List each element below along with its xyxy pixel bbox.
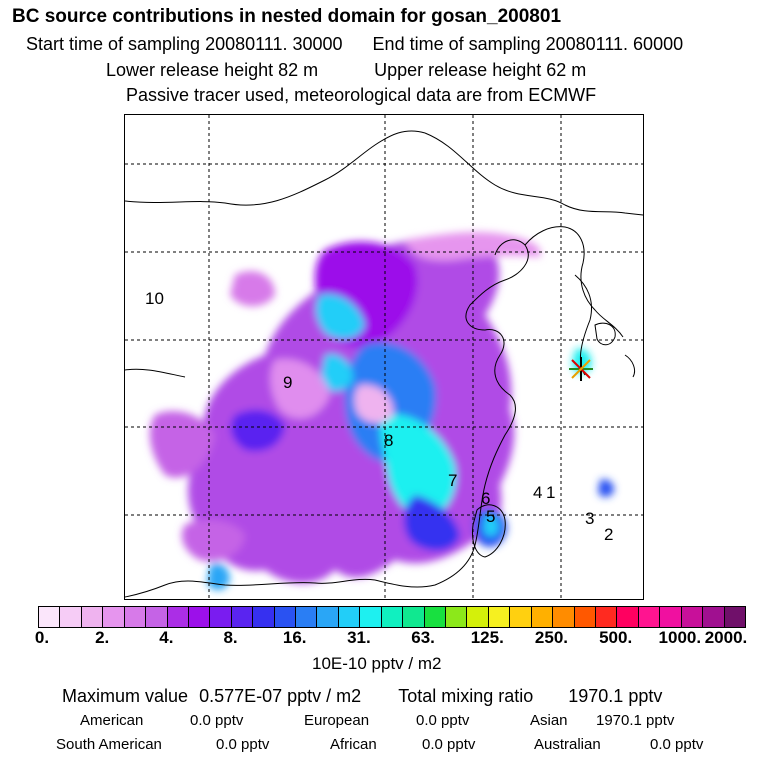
south-american-value: 0.0 pptv — [216, 736, 270, 753]
coastlines — [125, 130, 643, 598]
color-scale-tick-label: 1000. — [658, 628, 702, 647]
color-scale-tick-label: 500. — [599, 628, 633, 647]
plot-title: BC source contributions in nested domain… — [12, 6, 562, 27]
asian-value: 1970.1 pptv — [596, 712, 675, 729]
color-scale-cell — [681, 607, 704, 627]
sampling-time-line: Start time of sampling 20080111. 30000 En… — [26, 34, 683, 55]
region-label-6: 6 — [481, 489, 491, 508]
color-scale-cell — [488, 607, 511, 627]
color-scale-cell — [210, 607, 232, 627]
color-scale-cell — [510, 607, 532, 627]
color-scale-tick-label: 4. — [159, 628, 174, 647]
upper-release-height: Upper release height 62 m — [374, 60, 587, 80]
color-scale-tick-label: 63. — [411, 628, 435, 647]
african-label: African — [330, 736, 377, 753]
color-scale-cell — [617, 607, 639, 627]
color-scale-cell — [188, 607, 211, 627]
color-scale-ticks: 0. 2. 4. 8. 16. 31. 63. 125. 250. 500. 1000. 2000. — [0, 628, 768, 650]
max-value-label: Maximum value — [62, 686, 189, 706]
color-scale-tick-label: 2000. — [704, 628, 748, 647]
region-label-2: 2 — [604, 525, 614, 544]
tracer-note: Passive tracer used, meteorological data… — [126, 85, 597, 105]
color-scale-cell — [595, 607, 618, 627]
color-scale-tick-label: 8. — [223, 628, 238, 647]
color-scale-cell — [446, 607, 468, 627]
color-scale-cell — [360, 607, 382, 627]
color-scale-cell — [638, 607, 661, 627]
asian-label: Asian — [530, 712, 568, 729]
australian-label: Australian — [534, 736, 601, 753]
color-scale-tick-label: 0. — [34, 628, 50, 647]
color-scale-cell — [103, 607, 125, 627]
end-time: End time of sampling 20080111. 60000 — [372, 34, 684, 54]
color-scale-cell — [81, 607, 104, 627]
region-label-1: 1 — [546, 483, 556, 502]
region-label-10: 10 — [145, 289, 164, 308]
total-mixing-label: Total mixing ratio — [398, 686, 534, 706]
color-scale-cell — [531, 607, 554, 627]
receptor-star-icon — [569, 357, 593, 381]
color-scale-bar — [38, 606, 746, 628]
color-scale-cell — [574, 607, 596, 627]
color-scale-tick-label: 250. — [534, 628, 568, 647]
color-scale-cell — [167, 607, 189, 627]
concentration-field — [149, 232, 615, 591]
region-label-8: 8 — [384, 431, 394, 450]
lat-lon-grid — [125, 115, 643, 599]
region-label-7: 7 — [448, 471, 458, 490]
american-label: American — [80, 712, 144, 729]
region-label-5: 5 — [486, 507, 496, 526]
lower-release-height: Lower release height 82 m — [106, 60, 319, 80]
color-scale-cell — [296, 607, 318, 627]
color-scale-cell — [231, 607, 254, 627]
release-height-line: Lower release height 82 m Upper release h… — [106, 60, 586, 81]
map-canvas — [125, 115, 643, 599]
max-value: 0.577E-07 pptv / m2 — [199, 686, 362, 706]
color-scale-cell — [467, 607, 489, 627]
color-scale-cell — [146, 607, 168, 627]
color-scale-cell — [253, 607, 275, 627]
color-scale-cell — [274, 607, 297, 627]
south-american-label: South American — [56, 736, 162, 753]
color-scale-cell — [39, 607, 61, 627]
color-scale-cell — [124, 607, 147, 627]
region-label-3: 3 — [585, 509, 595, 528]
color-scale-cell — [60, 607, 82, 627]
region-label-9: 9 — [283, 373, 293, 392]
summary-line: Maximum value 0.577E-07 pptv / m2 Total … — [62, 686, 662, 707]
african-value: 0.0 pptv — [422, 736, 476, 753]
color-scale-cell — [660, 607, 682, 627]
color-scale-tick-label: 125. — [470, 628, 504, 647]
color-scale-cell — [317, 607, 339, 627]
start-time: Start time of sampling 20080111. 30000 — [26, 34, 343, 54]
european-value: 0.0 pptv — [416, 712, 470, 729]
map-panel: 10 9 8 7 6 5 4 1 3 2 — [124, 114, 644, 600]
american-value: 0.0 pptv — [190, 712, 244, 729]
color-scale-unit: 10E-10 pptv / m2 — [312, 654, 442, 673]
color-scale-tick-label: 31. — [347, 628, 371, 647]
total-mixing-value: 1970.1 pptv — [568, 686, 663, 706]
region-label-4: 4 — [533, 483, 543, 502]
european-label: European — [304, 712, 370, 729]
color-scale-tick-label: 2. — [95, 628, 110, 647]
color-scale-cell — [381, 607, 404, 627]
color-scale-tick-label: 16. — [282, 628, 307, 647]
color-scale-cell — [338, 607, 361, 627]
color-scale-cell — [724, 607, 745, 627]
color-scale-cell — [703, 607, 725, 627]
color-scale-cell — [403, 607, 425, 627]
color-scale-cell — [424, 607, 447, 627]
australian-value: 0.0 pptv — [650, 736, 704, 753]
color-scale-cell — [553, 607, 575, 627]
